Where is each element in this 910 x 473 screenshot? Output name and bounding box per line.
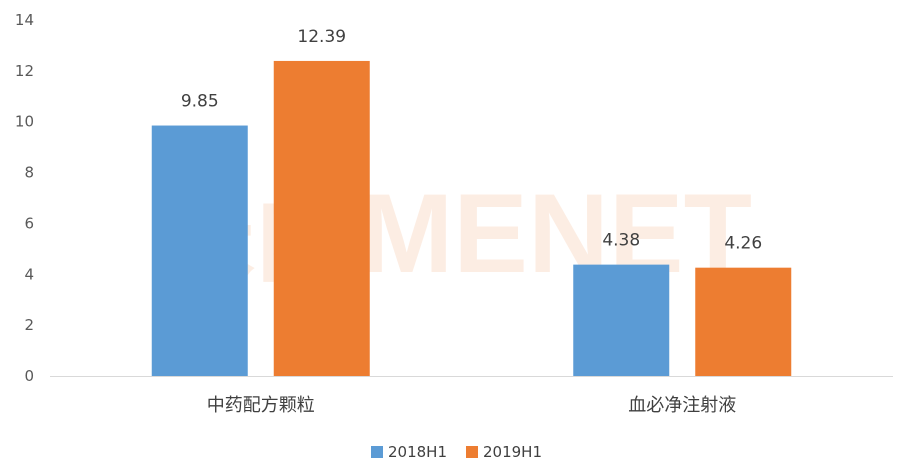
x-category-label: 中药配方颗粒 <box>207 395 315 416</box>
y-tick-label: 8 <box>24 164 34 182</box>
bar-2019H1 <box>273 60 370 376</box>
bar-2018H1 <box>573 264 670 376</box>
bar-2019H1 <box>695 267 792 376</box>
data-label: 12.39 <box>297 27 346 47</box>
legend-swatch <box>466 446 478 458</box>
legend: 2018H1 2019H1 <box>371 443 542 461</box>
y-tick-label: 10 <box>15 113 34 131</box>
data-label: 4.26 <box>724 234 762 254</box>
x-axis: 中药配方颗粒 血必净注射液 <box>207 395 737 416</box>
legend-swatch <box>371 446 383 458</box>
legend-label: 2018H1 <box>388 443 447 461</box>
data-label: 4.38 <box>602 231 640 251</box>
y-axis: 0 2 4 6 8 10 12 14 <box>15 11 34 385</box>
watermark-text: MENET <box>360 171 752 296</box>
data-label: 9.85 <box>181 92 219 112</box>
bar-2018H1 <box>151 125 248 377</box>
y-tick-label: 12 <box>15 62 34 80</box>
bar-series: 9.85 12.39 4.38 4.26 <box>151 27 792 377</box>
legend-label: 2019H1 <box>483 443 542 461</box>
y-tick-label: 4 <box>24 265 34 283</box>
x-category-label: 血必净注射液 <box>628 395 736 416</box>
y-tick-label: 14 <box>15 11 34 29</box>
y-tick-label: 6 <box>24 214 34 232</box>
y-tick-label: 0 <box>24 367 34 385</box>
y-tick-label: 2 <box>24 316 34 334</box>
